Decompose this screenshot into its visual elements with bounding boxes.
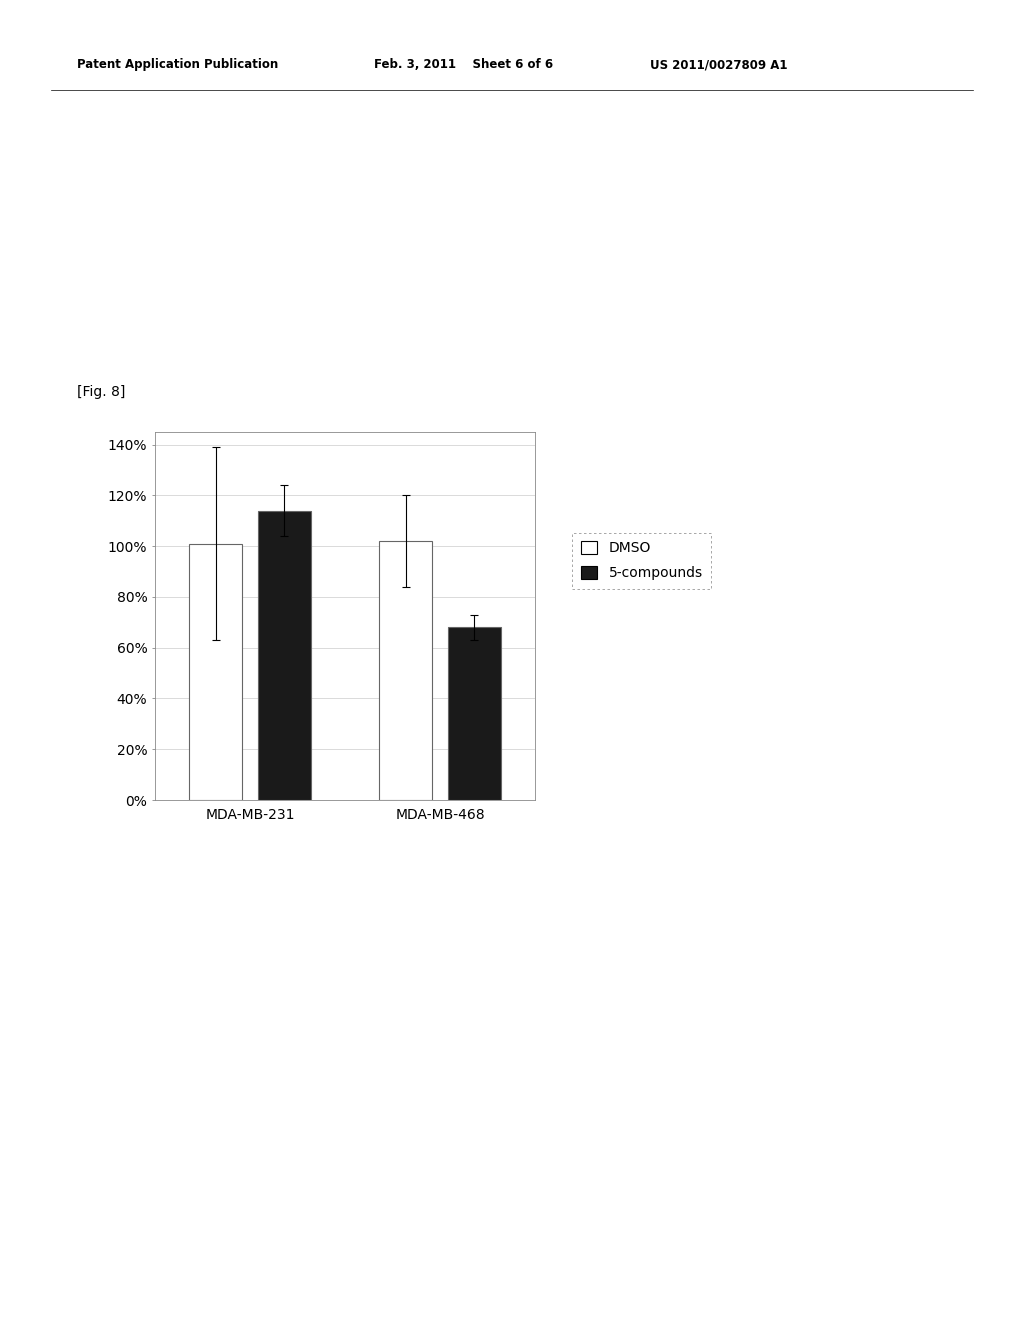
Text: [Fig. 8]: [Fig. 8] bbox=[77, 385, 125, 400]
Text: Feb. 3, 2011    Sheet 6 of 6: Feb. 3, 2011 Sheet 6 of 6 bbox=[374, 58, 553, 71]
Bar bbox=[447, 627, 501, 800]
Text: Patent Application Publication: Patent Application Publication bbox=[77, 58, 279, 71]
Text: US 2011/0027809 A1: US 2011/0027809 A1 bbox=[650, 58, 787, 71]
Bar bbox=[258, 511, 311, 800]
Bar bbox=[189, 544, 243, 800]
Bar bbox=[379, 541, 432, 800]
Legend: DMSO, 5-compounds: DMSO, 5-compounds bbox=[572, 533, 711, 589]
